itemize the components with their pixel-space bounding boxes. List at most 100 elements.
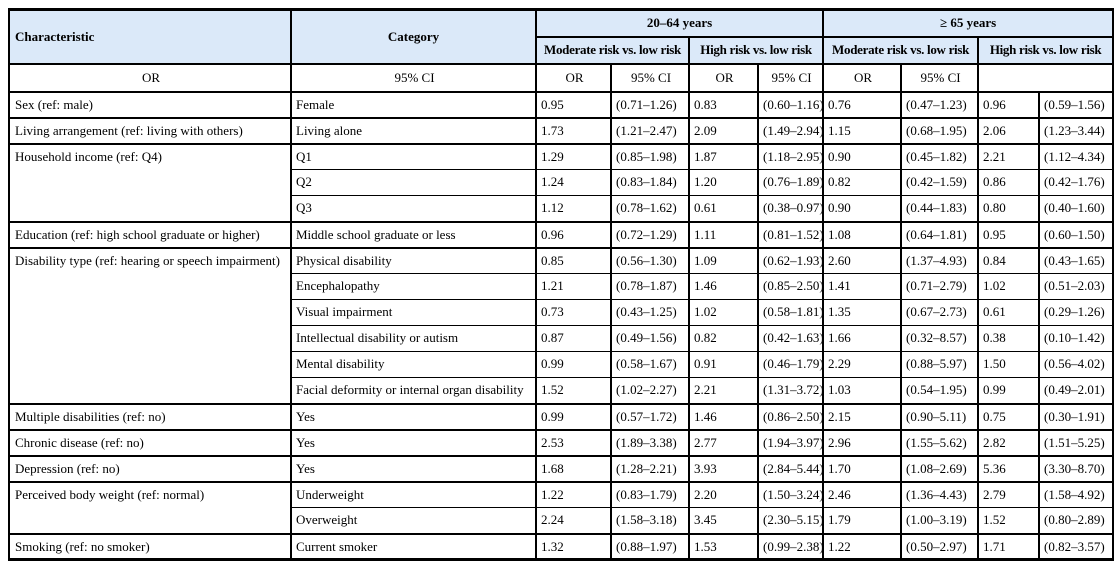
ci-value-cell: (0.56–4.02)	[1038, 351, 1115, 378]
or-value-cell: 0.90	[822, 195, 903, 222]
or-value-cell: 2.09	[688, 116, 759, 144]
category-cell: Q2	[290, 169, 537, 196]
ci-value-cell: (0.83–1.84)	[610, 169, 690, 196]
or-value-cell: 1.41	[822, 273, 903, 300]
category-cell: Q1	[290, 142, 537, 170]
ci-value-cell: (0.81–1.52)	[756, 220, 825, 248]
table-row: Household income (ref: Q4) Q1 1.29 (0.85–1.…	[8, 142, 1115, 222]
header-row-age-groups: Characteristic Category 20–64 years ≥ 65…	[8, 8, 1115, 65]
or-value-cell: 0.82	[822, 169, 903, 196]
or-value-cell: 1.52	[535, 377, 612, 404]
category-cell: Female	[290, 90, 537, 118]
ci-value-cell: (0.42–1.63)	[756, 325, 825, 352]
ci-value-cell: (0.78–1.87)	[610, 273, 690, 300]
ci-value-cell: (0.71–2.79)	[900, 273, 980, 300]
table-row: Education (ref: high school graduate or …	[8, 220, 1115, 248]
ci-value-cell: (3.30–8.70)	[1038, 454, 1115, 482]
characteristic-cell: Multiple disabilities (ref: no)	[8, 402, 292, 430]
or-value-cell: 1.79	[822, 507, 903, 534]
category-cell: Yes	[290, 402, 537, 430]
characteristic-cell: Perceived body weight (ref: normal)	[8, 480, 292, 534]
or-value-cell: 1.12	[535, 195, 612, 222]
or-value-cell: 0.84	[977, 246, 1041, 274]
ci-value-cell: (0.76–1.89)	[756, 169, 825, 196]
table-header: Characteristic Category 20–64 years ≥ 65…	[8, 8, 1115, 93]
or-value-cell: 1.53	[688, 532, 759, 560]
characteristic-cell: Sex (ref: male)	[8, 90, 292, 118]
ci-value-cell: (0.80–2.89)	[1038, 507, 1115, 534]
or-value-cell: 1.35	[822, 299, 903, 326]
category-cell: Physical disability	[290, 246, 537, 274]
ci-value-cell: (0.43–1.65)	[1038, 246, 1115, 274]
or-value-cell: 0.96	[977, 90, 1041, 118]
or-value-cell: 1.29	[535, 142, 612, 170]
or-value-cell: 0.83	[688, 90, 759, 118]
category-cell: Underweight	[290, 480, 537, 508]
category-cell: Middle school graduate or less	[290, 220, 537, 248]
table-row: Q2 1.24 (0.83–1.84) 1.20 (0.76–1.89) 0.82 (0.4…	[9, 169, 1115, 196]
ci-value-cell: (0.38–0.97)	[756, 195, 825, 222]
ci-value-cell: (0.46–1.79)	[756, 351, 825, 378]
ci-value-cell: (1.12–4.34)	[1038, 142, 1115, 170]
or-value-cell: 0.90	[822, 142, 903, 170]
or-value-cell: 1.22	[535, 480, 612, 508]
or-value-cell: 1.71	[977, 532, 1041, 560]
table-row: Visual impairment 0.73 (0.43–1.25) 1.02 (0.5…	[9, 299, 1115, 326]
col-header-moderate-risk-65-plus: Moderate risk vs. low risk	[822, 35, 980, 65]
ci-value-cell: (1.94–3.97)	[756, 428, 825, 456]
or-value-cell: 1.73	[535, 116, 612, 144]
ci-value-cell: (1.50–3.24)	[756, 480, 825, 508]
or-value-cell: 1.68	[535, 454, 612, 482]
ci-value-cell: (1.28–2.21)	[610, 454, 690, 482]
ci-value-cell: (1.55–5.62)	[900, 428, 980, 456]
stat-label-ci: 95% CI	[290, 62, 537, 93]
ci-value-cell: (0.56–1.30)	[610, 246, 690, 274]
table-row: Intellectual disability or autism 0.87 (0.…	[9, 325, 1115, 352]
ci-value-cell: (0.42–1.76)	[1038, 169, 1115, 196]
or-value-cell: 1.22	[822, 532, 903, 560]
ci-value-cell: (0.62–1.93)	[756, 246, 825, 274]
ci-value-cell: (0.44–1.83)	[900, 195, 980, 222]
ci-value-cell: (1.49–2.94)	[756, 116, 825, 144]
ci-value-cell: (0.85–2.50)	[756, 273, 825, 300]
ci-value-cell: (2.84–5.44)	[756, 454, 825, 482]
characteristic-cell: Depression (ref: no)	[8, 454, 292, 482]
or-value-cell: 1.02	[688, 299, 759, 326]
characteristic-cell: Living arrangement (ref: living with oth…	[8, 116, 292, 144]
characteristic-cell: Disability type (ref: hearing or speech …	[8, 246, 292, 404]
ci-value-cell: (2.30–5.15)	[756, 507, 825, 534]
table-row: Living arrangement (ref: living with oth…	[8, 116, 1115, 144]
or-value-cell: 1.66	[822, 325, 903, 352]
ci-value-cell: (1.89–3.38)	[610, 428, 690, 456]
or-value-cell: 0.76	[822, 90, 903, 118]
stat-empty-cell	[977, 62, 1115, 93]
ci-value-cell: (1.18–2.95)	[756, 142, 825, 170]
ci-value-cell: (1.58–4.92)	[1038, 480, 1115, 508]
ci-value-cell: (0.60–1.16)	[756, 90, 825, 118]
col-header-category: Category	[290, 8, 537, 65]
or-value-cell: 0.61	[688, 195, 759, 222]
ci-value-cell: (0.58–1.81)	[756, 299, 825, 326]
table-row: Disability type (ref: hearing or speech …	[8, 246, 1115, 404]
category-cell: Visual impairment	[290, 299, 537, 326]
ci-value-cell: (0.59–1.56)	[1038, 90, 1115, 118]
table-row: Multiple disabilities (ref: no) Yes 0.99 (0…	[8, 402, 1115, 430]
or-value-cell: 1.70	[822, 454, 903, 482]
header-row-risk-comparisons: Moderate risk vs. low risk High risk vs.…	[9, 35, 1115, 65]
stat-label-ci: 95% CI	[756, 62, 825, 93]
category-cell: Current smoker	[290, 532, 537, 560]
header-row-stat-labels: OR 95% CI OR 95% CI OR 95% CI OR 95% CI	[8, 62, 1115, 93]
ci-value-cell: (0.67–2.73)	[900, 299, 980, 326]
or-value-cell: 1.08	[822, 220, 903, 248]
or-value-cell: 0.99	[535, 402, 612, 430]
or-value-cell: 1.50	[977, 351, 1041, 378]
ci-value-cell: (0.45–1.82)	[900, 142, 980, 170]
table-row: Facial deformity or internal organ disab…	[9, 377, 1115, 404]
table-row: Chronic disease (ref: no) Yes 2.53 (1.89–3.…	[8, 428, 1115, 456]
stat-label-ci: 95% CI	[610, 62, 690, 93]
ci-value-cell: (0.50–2.97)	[900, 532, 980, 560]
ci-value-cell: (0.32–8.57)	[900, 325, 980, 352]
ci-value-cell: (0.71–1.26)	[610, 90, 690, 118]
or-value-cell: 0.99	[977, 377, 1041, 404]
or-value-cell: 0.61	[977, 299, 1041, 326]
